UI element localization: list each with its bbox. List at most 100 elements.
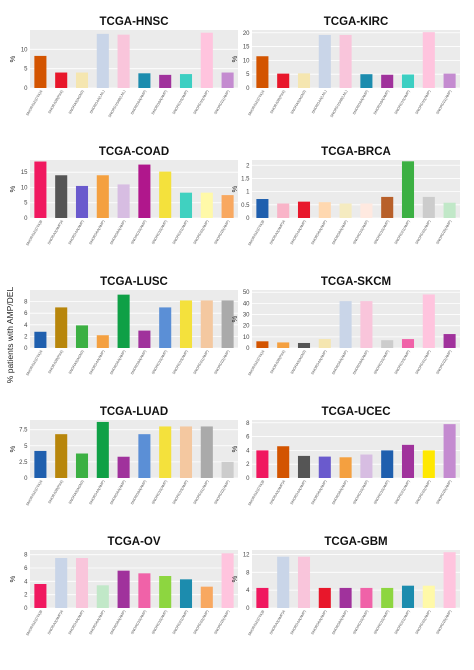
bar <box>221 553 234 608</box>
x-tick-label: SNORA1E(CTA)B <box>247 609 265 637</box>
y-tick-label: 8 <box>24 553 28 559</box>
x-tick-label: SNORA3(AMP)A <box>47 609 64 635</box>
x-tick-label: SNORD15AB(LNL) <box>108 90 127 119</box>
bar <box>339 457 352 478</box>
bar <box>138 164 151 218</box>
x-tick-label: SNORD25(AMP) <box>435 480 452 506</box>
bar <box>422 32 435 88</box>
bar <box>55 558 68 608</box>
x-tick-label: SNORA1E(CTA)A <box>247 89 265 117</box>
panel-title: TCGA-OV <box>107 536 160 548</box>
x-tick-label: SNORD22(AMP) <box>415 480 432 506</box>
x-tick-label: SNORD4A(AMP) <box>88 350 105 376</box>
x-tick-label: SNORA1E(CTA)B <box>25 609 43 637</box>
y-tick-label: 6 <box>24 566 28 572</box>
x-tick-label: SNORA3B(PIIA) <box>47 90 64 115</box>
x-tick-label: SNORD6A(AMP) <box>130 90 147 116</box>
x-tick-label: SNORA3(AMP)A <box>269 609 286 635</box>
x-tick-label: SNORA3B(PIIA) <box>269 90 286 115</box>
x-tick-label: SNORD4A(AMP) <box>290 480 307 506</box>
y-tick-label: 0 <box>246 606 250 612</box>
x-tick-label: SNORA1E(CTA)A <box>25 89 43 117</box>
bar <box>401 74 415 88</box>
bar <box>179 426 193 478</box>
x-tick-label: SNORD10(AMP) <box>373 350 390 376</box>
x-tick-label: SNORD22(AMP) <box>435 350 452 376</box>
x-tick-label: SNORD21(AMP) <box>394 610 411 636</box>
x-tick-label: SNORD4A(AMP) <box>310 350 327 376</box>
x-tick-label: SNORD15(AMP) <box>394 350 411 376</box>
x-tick-label: SNORD6A(AMP) <box>88 610 105 636</box>
x-tick-label: SNORD22(AMP) <box>213 480 230 506</box>
x-tick-label: SNORD8A(AMP) <box>130 480 147 506</box>
y-tick-label: 5 <box>24 444 28 450</box>
x-tick-label: SNORD10(AMP) <box>394 90 411 116</box>
bar <box>200 32 213 88</box>
bar <box>422 585 435 608</box>
bar <box>221 300 234 348</box>
bar <box>318 456 331 478</box>
x-tick-label: SNORD8A(AMP) <box>130 350 147 376</box>
bar <box>360 74 373 88</box>
x-tick-label: SNORD15(AMP) <box>193 90 210 116</box>
panel-tcga-ucec: TCGA-UCEC 0 2 4 6 8% SNORA1E(CTA)B SNORA3(AMP)A… <box>230 406 460 507</box>
bar <box>34 331 47 348</box>
panel-title: TCGA-SKCM <box>321 276 391 288</box>
bar <box>256 450 269 478</box>
bar <box>75 325 89 348</box>
x-tick-label: SNORD4A(LNL) <box>311 90 328 115</box>
bar <box>277 556 290 608</box>
bar <box>159 171 172 218</box>
x-tick-label: SNORA3(AMP)A <box>269 479 286 505</box>
x-tick-label: SNORD8A(AMP) <box>331 610 348 636</box>
y-tick-label: 40 <box>243 301 250 307</box>
y-tick-label: 30 <box>243 313 250 319</box>
bar <box>422 196 435 218</box>
y-tick-label: 0 <box>24 476 28 482</box>
x-tick-label: SNORD4A(AMP) <box>88 480 105 506</box>
y-tick-label: 12 <box>243 552 250 558</box>
bar <box>34 161 47 218</box>
x-tick-label: SNORD15(AMP) <box>151 220 168 246</box>
x-tick-label: SNORD21(AMP) <box>172 610 189 636</box>
y-tick-label: 2 <box>24 593 28 599</box>
bar <box>96 421 109 478</box>
bar <box>221 195 234 218</box>
y-tick-label: 0 <box>246 86 250 92</box>
x-tick-label: SNORD15AB(LNL) <box>330 90 349 119</box>
x-tick-label: SNORD21(AMP) <box>435 90 452 116</box>
x-tick-label: SNORD10(AMP) <box>172 90 189 116</box>
bar <box>360 301 373 348</box>
x-tick-label: SNORD8A(AMP) <box>109 220 126 246</box>
y-tick-label: 8 <box>24 300 28 306</box>
y-tick-label: 10 <box>243 58 250 64</box>
bar <box>401 585 415 608</box>
bar <box>200 586 213 608</box>
x-tick-label: SNORA5(AGN3) <box>290 350 307 375</box>
bar <box>318 202 331 218</box>
x-tick-label: SNORA1E(CTA)A <box>25 349 43 377</box>
y-axis-label: % <box>8 575 17 582</box>
bar <box>55 72 68 88</box>
panel-title: TCGA-LUAD <box>100 406 168 418</box>
bar <box>34 584 47 608</box>
bar <box>200 426 213 478</box>
bar <box>339 301 352 348</box>
bar <box>117 184 130 218</box>
panel-tcga-lusc: TCGA-LUSC 0 2 4 6 8 SNORA1E(CTA)A SNORA3B(PIIA)… <box>24 276 238 377</box>
x-tick-label: SNORD4A(LNL) <box>89 90 106 115</box>
panel-tcga-hnsc: TCGA-HNSC 0 5 10% SNORA1E(CTA)A SNORA3B(PIIA)… <box>8 16 238 118</box>
bar <box>179 579 193 608</box>
y-tick-label: 1 <box>246 190 250 196</box>
x-tick-label: SNORD6A(AMP) <box>310 610 327 636</box>
bar <box>96 33 109 88</box>
bar <box>138 573 151 608</box>
bar <box>75 72 89 88</box>
y-tick-label: 4 <box>24 579 28 585</box>
bar <box>277 446 290 478</box>
panel-tcga-skcm: TCGA-SKCM 0 10 20 30 40 50% SNORA1E(CTA)A SNORA3… <box>230 276 460 377</box>
y-tick-label: 0 <box>246 476 250 482</box>
bar <box>381 587 394 608</box>
y-tick-label: 4 <box>24 323 28 329</box>
bar <box>117 294 130 348</box>
